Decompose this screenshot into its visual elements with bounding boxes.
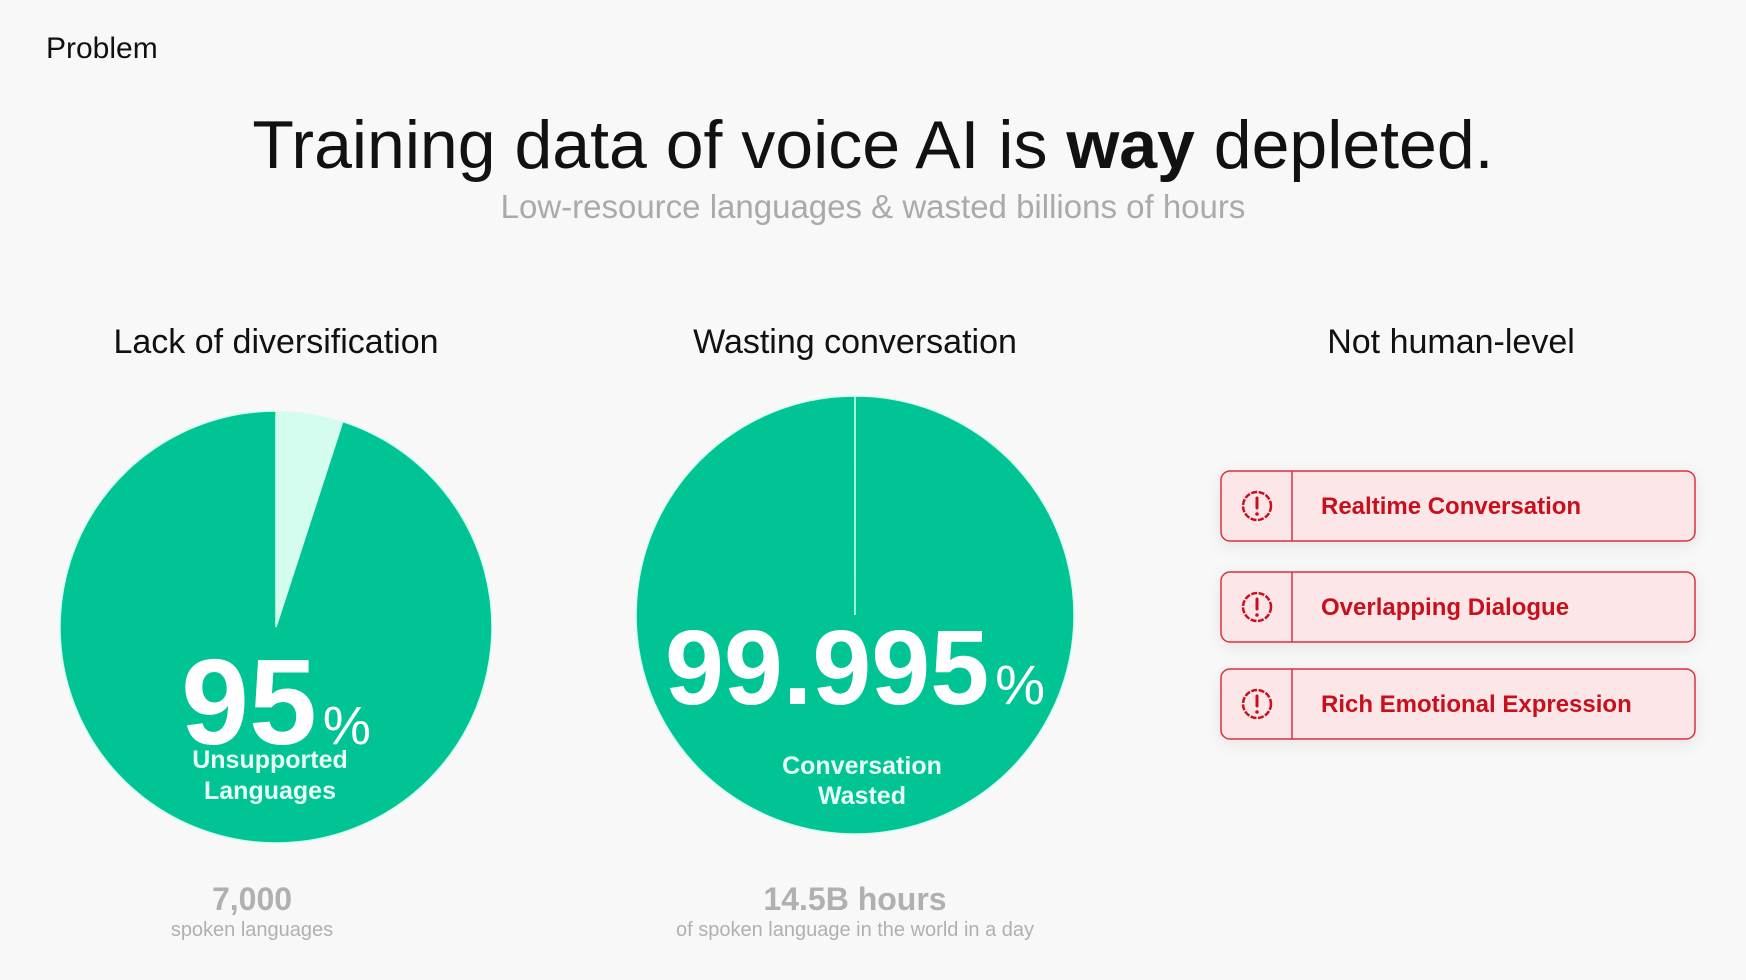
slice-label: Languages — [204, 777, 336, 805]
card-box — [1220, 470, 1696, 542]
issue-label: Overlapping Dialogue — [1321, 594, 1569, 621]
card-box — [1220, 668, 1696, 740]
slice-label: Wasted — [818, 782, 906, 810]
value-unit: % — [995, 653, 1045, 716]
alert-icon — [1241, 490, 1273, 522]
slide-title: Training data of voice AI is way deplete… — [252, 107, 1493, 183]
slice-label: Unsupported — [192, 746, 348, 774]
big-value: 99.995% — [665, 609, 1045, 727]
alert-dot — [1255, 613, 1259, 617]
chart-title: Lack of diversification — [113, 323, 438, 361]
stat-caption: spoken languages — [171, 919, 333, 941]
chart-title: Wasting conversation — [693, 323, 1017, 361]
alert-dot — [1255, 710, 1259, 714]
pie-slice — [59, 410, 493, 844]
title-emphasis: way — [1065, 107, 1195, 183]
big-value: 95% — [181, 634, 371, 770]
alert-icon — [1241, 688, 1273, 720]
value-unit: % — [323, 696, 371, 756]
column-heading: Not human-level — [1327, 323, 1575, 361]
issue-label: Rich Emotional Expression — [1321, 691, 1632, 718]
slice-label: Conversation — [782, 752, 942, 780]
issue-card: Overlapping Dialogue — [1220, 571, 1696, 643]
stat-value: 7,000 — [212, 881, 292, 917]
issue-label: Realtime Conversation — [1321, 493, 1581, 520]
alert-dot — [1255, 512, 1259, 516]
value-number: 99.995 — [665, 609, 989, 727]
section-label: Problem — [46, 32, 158, 65]
slide-subtitle: Low-resource languages & wasted billions… — [501, 188, 1246, 225]
pie-slice — [635, 395, 1075, 835]
title-part: depleted. — [1195, 107, 1494, 183]
issue-card: Realtime Conversation — [1220, 470, 1696, 542]
title-part: Training data of voice AI is — [252, 107, 1066, 183]
alert-icon — [1241, 591, 1273, 623]
stat-caption: of spoken language in the world in a day — [676, 919, 1034, 941]
stat-value: 14.5B hours — [763, 881, 946, 917]
issue-card: Rich Emotional Expression — [1220, 668, 1696, 740]
value-number: 95 — [181, 634, 317, 770]
card-box — [1220, 571, 1696, 643]
